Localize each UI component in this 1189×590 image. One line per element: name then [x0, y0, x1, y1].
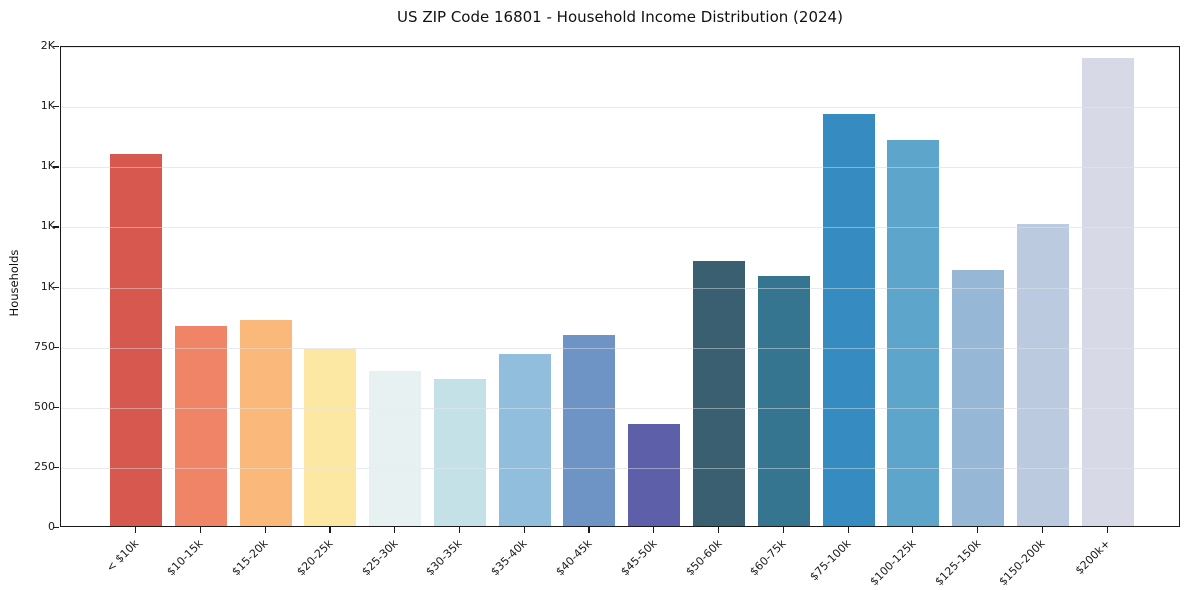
- chart-title: US ZIP Code 16801 - Household Income Dis…: [397, 8, 843, 26]
- plot-area: [60, 46, 1180, 527]
- gridline-y-500: [61, 407, 1179, 409]
- bar-10k: [110, 154, 162, 526]
- x-tick-label-12: $100-125k: [867, 537, 919, 589]
- y-tick-label-750: 750: [34, 339, 55, 353]
- y-tick-mark-1000: [53, 286, 59, 288]
- bar-40-45k: [563, 334, 616, 526]
- x-tick-mark-7: [588, 527, 590, 533]
- y-tick-mark-250: [53, 466, 59, 469]
- bar-35-40k: [498, 354, 551, 526]
- gridline-y-2000: [61, 47, 1179, 48]
- x-tick-label-3: $20-25k: [294, 537, 336, 579]
- bar-200k: [1081, 58, 1134, 526]
- x-tick-mark-1: [199, 527, 202, 533]
- bar-50-60k: [692, 261, 745, 526]
- x-tick-mark-6: [523, 527, 525, 533]
- gridline-y-250: [61, 467, 1179, 469]
- x-tick-label-0: < $10k: [103, 537, 142, 575]
- y-tick-mark-0: [53, 527, 59, 529]
- bar-150-200k: [1016, 224, 1069, 526]
- x-tick-label-9: $50-60k: [682, 537, 725, 579]
- bar-25-30k: [369, 370, 422, 526]
- gridline-y-1500: [61, 167, 1179, 169]
- gridline-y-250: [61, 467, 1179, 469]
- gridline-y-1750: [61, 107, 1179, 109]
- x-tick-mark-12: [912, 527, 914, 533]
- x-tick-mark-10: [782, 527, 784, 533]
- x-tick-label-14: $150-200k: [996, 537, 1048, 589]
- y-tick-mark-1250: [53, 226, 59, 228]
- x-tick-mark-14: [1041, 527, 1044, 533]
- x-tick-mark-8: [653, 527, 655, 533]
- gridline-y-1000: [61, 287, 1179, 289]
- y-tick-mark-1500: [53, 166, 59, 168]
- x-tick-label-2: $15-20k: [229, 537, 271, 579]
- bar-125-150k: [952, 269, 1004, 526]
- y-tick-mark-500: [53, 406, 59, 409]
- bar-75-100k: [822, 113, 875, 526]
- gridline-y-1250: [61, 227, 1179, 229]
- gridline-y-750: [61, 347, 1179, 349]
- x-tick-mark-11: [847, 527, 849, 533]
- bar-20-25k: [304, 349, 357, 526]
- x-tick-mark-9: [717, 527, 720, 533]
- x-tick-label-13: $125-150k: [932, 537, 984, 589]
- x-tick-label-6: $35-40k: [488, 537, 530, 579]
- x-tick-mark-5: [458, 527, 461, 533]
- y-tick-mark-1750: [53, 106, 59, 108]
- y-tick-label-1000: 1K: [40, 279, 55, 293]
- x-tick-mark-13: [977, 527, 979, 533]
- x-tick-mark-2: [264, 527, 266, 533]
- gridline-y-1000: [61, 287, 1179, 289]
- bar-100-125k: [887, 140, 940, 526]
- y-tick-label-250: 250: [34, 459, 55, 473]
- x-tick-label-11: $75-100k: [807, 537, 854, 584]
- gridline-y-500: [61, 407, 1179, 409]
- x-tick-mark-15: [1106, 527, 1108, 533]
- gridline-y-1750: [61, 107, 1179, 109]
- gridline-y-1500: [61, 167, 1179, 169]
- x-tick-label-10: $60-75k: [747, 537, 789, 579]
- y-tick-label-0: 0: [48, 520, 55, 533]
- y-tick-mark-2000: [53, 46, 59, 48]
- y-tick-label-1500: 1K: [40, 159, 55, 173]
- bar-60-75k: [757, 275, 810, 526]
- gridline-y-750: [61, 347, 1179, 349]
- bar-15-20k: [239, 320, 292, 526]
- y-tick-mark-750: [53, 346, 59, 348]
- bar-30-35k: [433, 379, 486, 526]
- gridline-y-2000: [61, 47, 1179, 48]
- x-tick-label-5: $30-35k: [423, 537, 465, 579]
- bar-45-50k: [628, 423, 681, 526]
- x-tick-mark-0: [135, 527, 137, 533]
- y-tick-label-1250: 1K: [40, 219, 55, 233]
- x-tick-label-15: $200k+: [1072, 537, 1113, 578]
- x-tick-mark-4: [394, 527, 396, 533]
- bar-10-15k: [174, 326, 227, 526]
- x-tick-mark-3: [329, 527, 331, 533]
- y-tick-label-2000: 2K: [40, 39, 55, 52]
- x-tick-label-8: $45-50k: [618, 537, 660, 579]
- x-tick-label-4: $25-30k: [359, 537, 401, 579]
- x-tick-label-1: $10-15k: [164, 537, 206, 579]
- y-tick-label-500: 500: [34, 399, 55, 413]
- y-tick-label-1750: 1K: [40, 99, 55, 113]
- x-tick-label-7: $40-45k: [553, 537, 595, 579]
- gridline-y-1250: [61, 227, 1179, 229]
